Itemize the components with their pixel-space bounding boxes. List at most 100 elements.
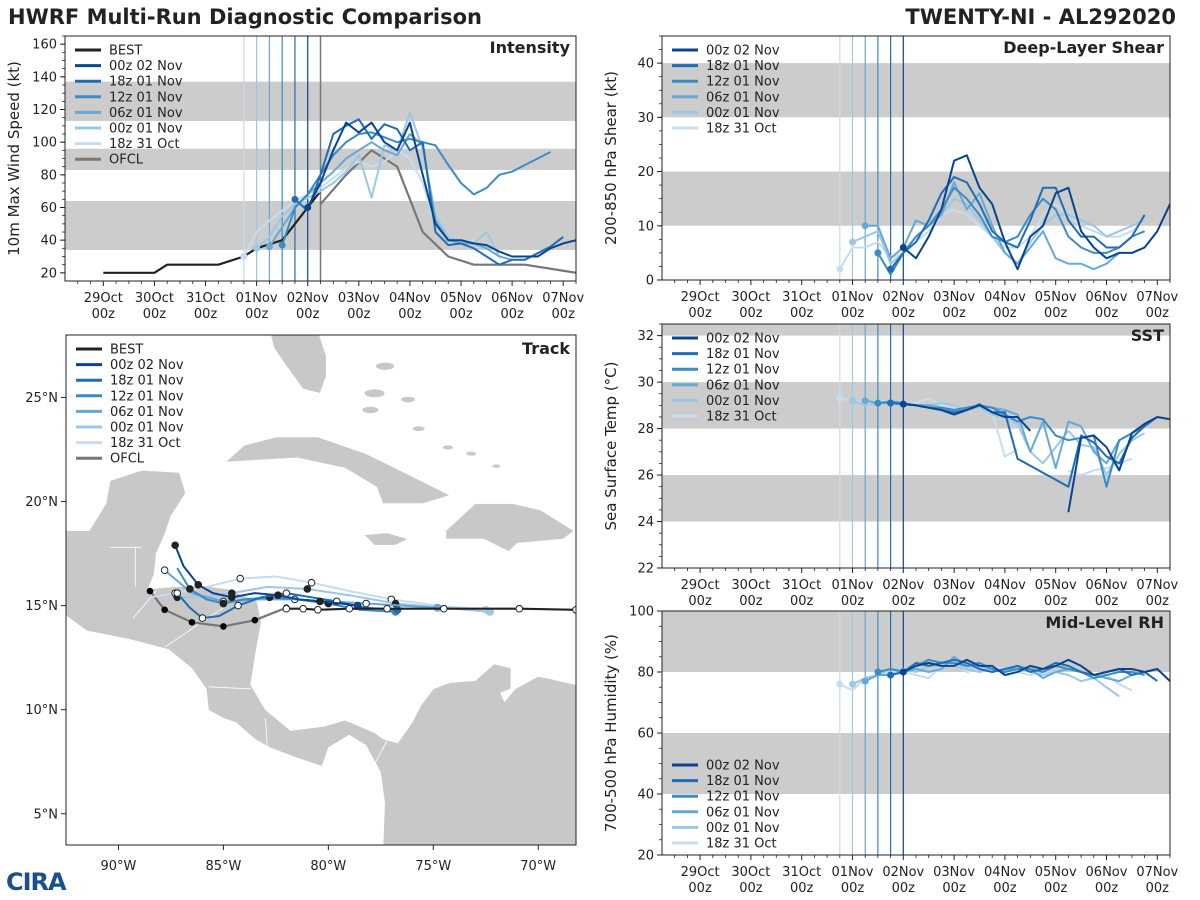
rh-ytick-label: 20 [637,849,654,864]
shear-series-0 [902,154,1170,271]
sst-panel: 22242628303229Oct00z30Oct00z31Oct00z01No… [602,323,1179,609]
sst-legend-label: 12z 01 Nov [706,363,780,378]
rh-xtick-label: 00z [739,881,763,896]
rh-legend-label: 00z 02 Nov [706,759,780,774]
track-ofcl-point [251,616,259,624]
sst-xtick-label: 31Oct [782,578,821,593]
intensity-xtick-label: 00z [398,307,422,322]
rh-band [662,733,1170,794]
intensity-legend-label: 12z 01 Nov [109,90,183,105]
track-best-point [515,604,524,613]
track-series-0-point [194,580,203,589]
track-series-0-point [274,591,282,600]
sst-xtick-label: 04Nov [984,578,1026,593]
track-series-4-point [303,585,312,593]
rh-init-dot [887,671,895,679]
track-legend-label: OFCL [110,452,145,467]
rh-xtick-label: 02Nov [882,865,924,880]
land-florida [270,335,327,394]
rh-xtick-label: 31Oct [782,865,821,880]
sst-ytick-label: 26 [637,469,654,484]
gulf-of-mexico [66,335,244,529]
sst-xtick-label: 00z [993,594,1017,609]
track-best [286,607,576,611]
intensity-plot-area [65,36,576,281]
intensity-ytick-label: 80 [40,168,57,183]
sst-band [662,475,1170,522]
shear-legend-label: 12z 01 Nov [706,75,780,90]
intensity-xtick-label: 07Nov [542,291,584,306]
rh-xtick-label: 00z [892,881,916,896]
rh-xtick-label: 05Nov [1035,865,1077,880]
shear-xtick-label: 06Nov [1086,290,1128,305]
track-best-point [345,604,354,613]
rh-plot-area [662,611,1170,855]
intensity-legend-label: 18z 01 Nov [109,75,183,90]
track-series-3-point [160,566,169,575]
rh-legend-label: 18z 01 Nov [706,774,780,789]
shear-ytick-label: 40 [637,57,654,72]
sst-ytick-label: 22 [637,562,654,577]
track-legend-label: BEST [110,343,143,358]
intensity-xtick-label: 00z [194,307,218,322]
rh-ytick-label: 80 [637,666,654,681]
shear-xtick-label: 00z [688,306,712,321]
shear-panel: 01020304029Oct00z30Oct00z31Oct00z01Nov00… [602,35,1179,321]
shear-xtick-label: 00z [1095,306,1119,321]
shear-xtick-label: 00z [942,306,966,321]
sst-xtick-label: 07Nov [1136,578,1178,593]
rh-init-dot [861,677,869,685]
sst-xtick-label: 00z [942,594,966,609]
sst-plot-area [662,324,1170,568]
sst-ytick-label: 30 [637,376,654,391]
track-plot-area [66,335,576,845]
rh-xtick-label: 00z [1095,881,1119,896]
track-xtick-label: 80°W [310,859,346,874]
rh-init-dot [836,680,844,688]
land-bahamas [492,464,501,468]
intensity-xtick-label: 29Oct [84,291,123,306]
intensity-panel: 2040608010012014016029Oct00z30Oct00z31Oc… [5,35,584,322]
shear-band [662,171,1170,226]
sst-ylabel: Sea Surface Temp (°C) [602,361,620,530]
track-series-0 [174,544,358,607]
rh-xtick-label: 03Nov [933,865,975,880]
cira-logo: CIRA [6,868,67,896]
sst-init-dot [849,397,856,405]
rh-legend-label: 12z 01 Nov [706,790,780,805]
sst-ytick-label: 28 [637,422,654,437]
intensity-xtick-label: 03Nov [338,291,380,306]
track-frame [65,334,577,846]
rh-xtick-label: 07Nov [1136,865,1178,880]
sst-init-dot [887,399,895,407]
track-legend-label: 00z 01 Nov [110,421,184,436]
track-series-1-point [234,601,242,610]
shear-xtick-label: 00z [1146,306,1170,321]
intensity-ytick-label: 20 [40,266,57,281]
intensity-series-1 [294,118,564,266]
track-ofcl-point [220,623,227,630]
rh-panel: 2040608010029Oct00z30Oct00z31Oct00z01Nov… [602,605,1179,897]
rh-xtick-label: 30Oct [731,865,770,880]
track-series-0-point [228,593,236,602]
intensity-xtick-label: 00z [552,307,576,322]
track-series-5-point [307,578,316,587]
sst-xtick-label: 06Nov [1086,578,1128,593]
rh-xtick-label: 00z [790,881,814,896]
sst-xtick-label: 02Nov [882,578,924,593]
sst-xtick-label: 00z [688,594,712,609]
rh-xtick-label: 29Oct [681,865,720,880]
intensity-legend-label: 18z 31 Oct [109,137,180,152]
shear-xtick-label: 01Nov [832,290,874,305]
intensity-legend-label: 00z 02 Nov [109,59,183,74]
shear-plot-area [662,36,1170,280]
track-series-1-point [198,614,207,622]
track-xtick-label: 90°W [101,859,137,874]
sst-legend-label: 18z 01 Nov [706,347,780,362]
shear-ytick-label: 0 [646,274,654,289]
shear-init-dot [849,238,856,246]
shear-series-3 [865,181,1120,271]
shear-ylabel: 200-850 hPa Shear (kt) [602,71,620,245]
